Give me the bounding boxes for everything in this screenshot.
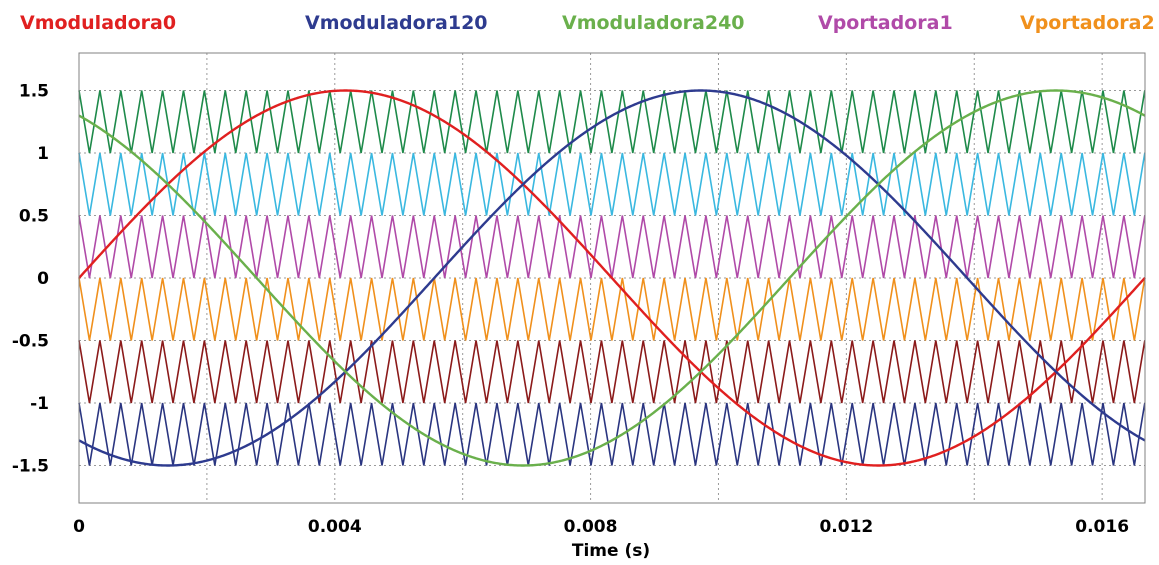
series-Vmoduladora120 bbox=[78, 89, 1146, 467]
series-Vmoduladora240 bbox=[78, 89, 1146, 467]
y-tick-label: 1.5 bbox=[19, 82, 49, 102]
y-tick-label: -0.5 bbox=[12, 332, 49, 352]
modulating-series bbox=[78, 89, 1146, 467]
y-tick-label: 0 bbox=[37, 269, 49, 289]
series-Vmoduladora0 bbox=[78, 89, 1146, 467]
legend: Vmoduladora0 Vmoduladora120 Vmoduladora2… bbox=[20, 12, 1155, 34]
y-tick-label: 1 bbox=[37, 144, 49, 164]
carrier-Vportadora1 bbox=[78, 215, 1146, 279]
x-tick-label: 0.004 bbox=[308, 517, 362, 537]
x-axis-title: Time (s) bbox=[572, 541, 650, 561]
x-tick-label: 0.008 bbox=[564, 517, 618, 537]
x-tick-labels: 0 0.004 0.008 0.012 0.016 bbox=[73, 517, 1129, 537]
x-tick-label: 0 bbox=[73, 517, 85, 537]
y-tick-label: -1 bbox=[30, 394, 49, 414]
plot-frame bbox=[78, 52, 1146, 504]
y-tick-labels: 1.5 1 0.5 0 -0.5 -1 -1.5 bbox=[12, 82, 49, 477]
carrier-carrier-neg1.5-to-neg1 bbox=[78, 402, 1146, 466]
y-tick-label: -1.5 bbox=[12, 457, 49, 477]
y-tick-label: 0.5 bbox=[19, 207, 49, 227]
x-tick-label: 0.012 bbox=[819, 517, 873, 537]
legend-vmoduladora240: Vmoduladora240 bbox=[562, 12, 745, 34]
legend-vmoduladora0: Vmoduladora0 bbox=[20, 12, 176, 34]
legend-vportadora2: Vportadora2 bbox=[1020, 12, 1155, 34]
carrier-carrier-0.5-to-1 bbox=[78, 152, 1146, 216]
carrier-carrier-neg1-to-neg0.5 bbox=[78, 340, 1146, 404]
x-tick-label: 0.016 bbox=[1075, 517, 1129, 537]
legend-vportadora1: Vportadora1 bbox=[818, 12, 953, 34]
carrier-carrier-1-to-1.5 bbox=[78, 90, 1146, 154]
carrier-Vportadora2 bbox=[78, 277, 1146, 341]
legend-vmoduladora120: Vmoduladora120 bbox=[305, 12, 488, 34]
